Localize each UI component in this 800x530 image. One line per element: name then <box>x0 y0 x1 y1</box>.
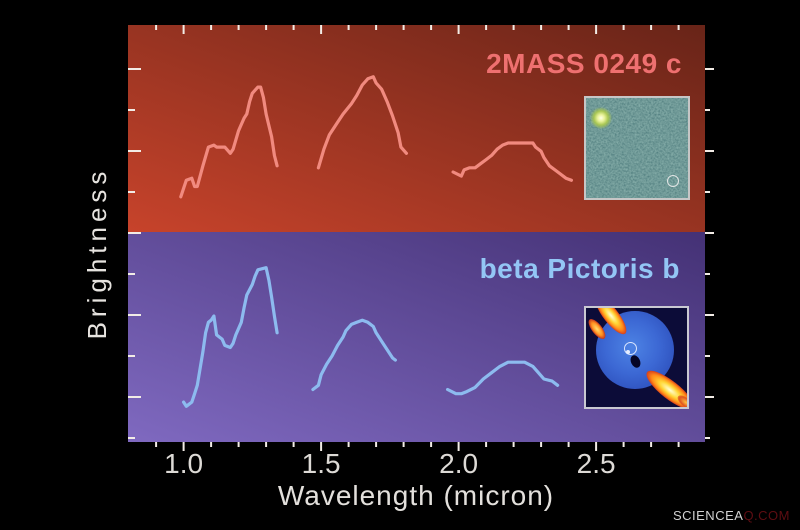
x-tick-label: 2.0 <box>439 448 479 479</box>
x-tick-label: 1.0 <box>164 448 204 479</box>
panel-title-beta-pictoris-b: beta Pictoris b <box>479 253 680 284</box>
planet-dot <box>626 350 630 354</box>
inset-coronagraph-image <box>584 306 689 409</box>
spectrum-curves <box>179 75 574 408</box>
watermark-text: SCIENCEA <box>672 508 744 523</box>
x-tick-label: 2.5 <box>576 448 616 479</box>
watermark-text: Q.COM <box>743 508 790 523</box>
axis-ticks <box>128 25 714 451</box>
planet-circle-marker <box>624 342 637 355</box>
x-axis-label: Wavelength (micron) <box>277 480 555 511</box>
inset-direct-image <box>584 96 690 200</box>
watermark: SCIENCEAQ.COM <box>673 508 790 523</box>
spectrum-H-band <box>316 75 408 170</box>
spectrum-J-band <box>179 85 279 199</box>
companion-circle-marker <box>667 175 679 187</box>
panel-title-2mass-0249c: 2MASS 0249 c <box>486 48 682 79</box>
spectrum-K-band <box>451 141 574 182</box>
spectrum-K-band <box>446 360 560 396</box>
host-star-glow <box>590 107 612 129</box>
y-axis-label: Brightness <box>82 166 112 340</box>
spectrum-H-band <box>311 318 397 392</box>
spectrum-J-band <box>182 266 279 408</box>
x-tick-label: 1.5 <box>301 448 341 479</box>
